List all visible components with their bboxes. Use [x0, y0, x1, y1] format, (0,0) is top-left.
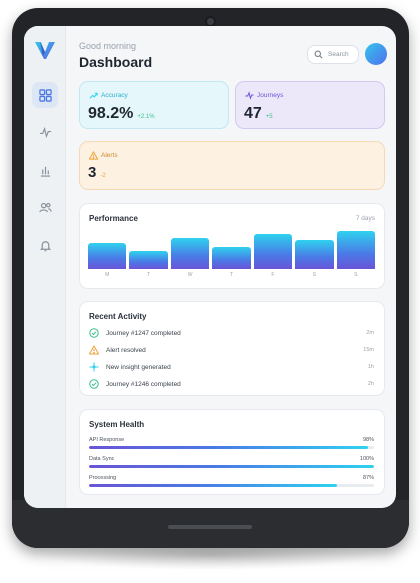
sidebar-item-activity[interactable]	[32, 119, 58, 145]
activity-time: 2m	[366, 330, 374, 336]
journeys-delta: +5	[265, 114, 273, 120]
activity-time: 15m	[363, 347, 374, 353]
sparkle-icon	[89, 362, 99, 372]
activity-text: Alert resolved	[106, 346, 146, 354]
warning-triangle-icon	[89, 151, 98, 160]
progress-fill	[89, 484, 337, 487]
greeting-text: Good morning	[79, 41, 137, 51]
chart-tick-label: F	[271, 272, 275, 278]
health-row-api: API Response 98%	[89, 437, 374, 449]
users-icon	[38, 202, 52, 212]
trend-up-icon	[89, 92, 98, 99]
health-value: 100%	[359, 456, 374, 462]
check-circle-icon	[89, 379, 99, 389]
activity-text: New insight generated	[106, 363, 171, 371]
accuracy-value-row: 98.2% +2.1%	[88, 105, 155, 123]
list-item[interactable]: New insight generated 1h	[89, 361, 374, 373]
health-value: 87%	[362, 475, 374, 481]
sidebar-item-notifications[interactable]	[32, 232, 58, 258]
search-icon	[314, 50, 323, 59]
sidebar	[24, 26, 66, 508]
chart-bar[interactable]	[336, 231, 375, 269]
health-row-sync: Data Sync 100%	[89, 456, 374, 468]
pulse-icon	[39, 126, 51, 138]
alerts-delta: -2	[100, 173, 106, 179]
activity-time: 1h	[367, 364, 374, 370]
chart-bar[interactable]	[129, 250, 168, 269]
alerts-label-row: Alerts	[89, 151, 118, 160]
progress-fill	[89, 465, 374, 468]
chart-bar[interactable]	[88, 243, 127, 269]
screen: Good morning Dashboard Accuracy 98.2%	[24, 26, 396, 508]
chart-tick-label: W	[187, 272, 193, 278]
avatar[interactable]	[365, 43, 387, 65]
recent-activity-title: Recent Activity	[89, 312, 147, 321]
system-health-card: System Health API Response 98% Data Sync 1…	[79, 409, 385, 495]
chart-tick-label: S	[354, 272, 358, 278]
performance-period[interactable]: 7 days	[355, 215, 375, 222]
sidebar-item-users[interactable]	[32, 194, 58, 220]
activity-text: Journey #1247 completed	[106, 329, 181, 337]
list-item[interactable]: Journey #1246 completed 2h	[89, 378, 374, 390]
accuracy-label: Accuracy	[101, 92, 128, 99]
chart-tick-label: S	[312, 272, 317, 278]
search-box[interactable]	[307, 45, 359, 64]
pulse-icon	[245, 91, 254, 100]
home-bar[interactable]	[168, 525, 252, 529]
health-value: 98%	[362, 437, 374, 443]
progress-track	[89, 484, 374, 487]
progress-track	[89, 465, 374, 468]
chart-tick-label: T	[147, 272, 151, 278]
health-label: Processing	[89, 475, 117, 481]
v-logo-icon[interactable]	[34, 40, 56, 60]
journeys-label: Journeys	[257, 92, 284, 99]
search-input[interactable]	[328, 51, 358, 58]
system-health-title: System Health	[89, 420, 145, 429]
main-content: Good morning Dashboard Accuracy 98.2%	[66, 26, 396, 508]
tablet-bezel-bottom	[12, 500, 409, 548]
bell-icon	[39, 240, 51, 251]
alerts-card[interactable]: Alerts 3 -2	[79, 141, 385, 190]
alerts-label: Alerts	[101, 152, 118, 159]
chart-tick-label: M	[105, 272, 110, 278]
progress-fill	[89, 446, 369, 449]
activity-time: 2h	[367, 381, 374, 387]
chart-bar[interactable]	[170, 237, 210, 269]
check-circle-icon	[89, 328, 99, 338]
alerts-value-row: 3 -2	[88, 164, 106, 181]
performance-card: Performance 7 days M T W T F S S	[79, 203, 385, 289]
warning-triangle-icon	[89, 345, 99, 355]
activity-text: Journey #1246 completed	[106, 380, 181, 388]
journeys-card[interactable]: Journeys 47 +5	[235, 81, 385, 129]
accuracy-card[interactable]: Accuracy 98.2% +2.1%	[79, 81, 229, 129]
grid-icon	[38, 88, 52, 102]
journeys-label-row: Journeys	[245, 91, 283, 100]
journeys-value: 47	[244, 105, 262, 122]
chart-bar[interactable]	[295, 239, 334, 269]
page-title: Dashboard	[79, 54, 153, 70]
health-row-processing: Processing 87%	[89, 475, 374, 487]
sidebar-item-dashboard[interactable]	[32, 82, 58, 108]
list-item[interactable]: Journey #1247 completed 2m	[89, 327, 374, 339]
chart-bar[interactable]	[212, 247, 251, 269]
chart-tick-label: T	[229, 272, 234, 278]
recent-activity-card: Recent Activity Journey #1247 completed …	[79, 301, 385, 396]
list-item[interactable]: Alert resolved 15m	[89, 344, 374, 356]
progress-track	[89, 446, 374, 449]
performance-title: Performance	[89, 214, 138, 223]
health-label: Data Sync	[89, 456, 115, 462]
accuracy-delta: +2.1%	[137, 114, 155, 120]
accuracy-value: 98.2%	[88, 105, 134, 122]
health-label: API Response	[89, 437, 125, 443]
chart-bar[interactable]	[253, 233, 293, 269]
journeys-value-row: 47 +5	[244, 105, 273, 123]
accuracy-label-row: Accuracy	[89, 91, 128, 100]
sidebar-item-analytics[interactable]	[32, 157, 58, 183]
alerts-value: 3	[88, 164, 97, 181]
bar-chart-icon	[40, 166, 50, 177]
